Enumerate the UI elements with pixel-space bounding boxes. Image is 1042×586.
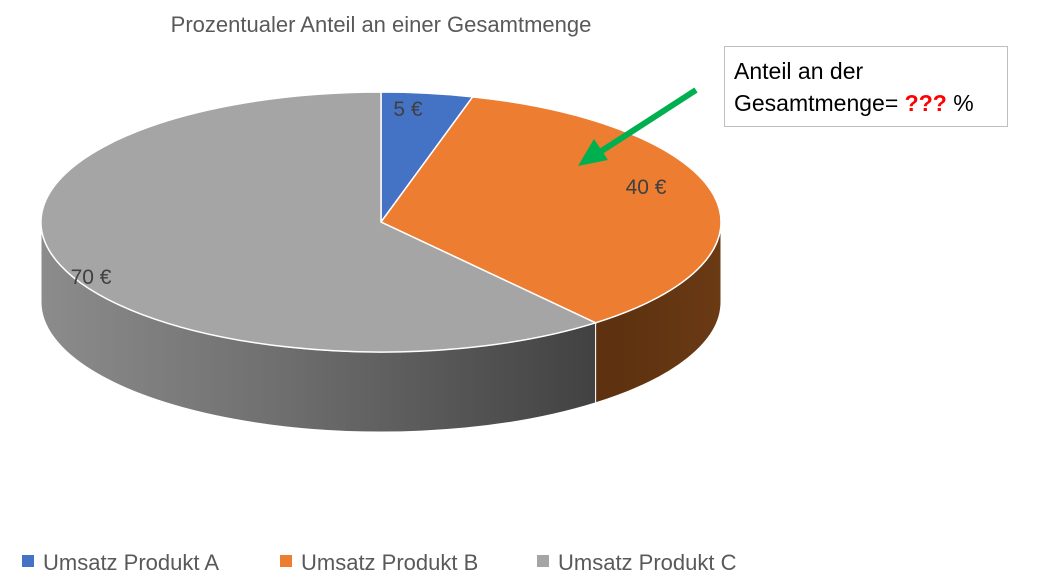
legend-swatch-2 xyxy=(280,555,292,567)
slice-label-1: 5 € xyxy=(393,98,423,121)
legend-swatch-1 xyxy=(22,555,34,567)
slice-label-3: 70 € xyxy=(71,266,112,289)
callout-prefix: Gesamtmenge= xyxy=(734,90,899,116)
callout-arrow xyxy=(578,87,698,166)
callout-line2: Gesamtmenge= ??? % xyxy=(734,87,998,119)
callout-box: Anteil an der Gesamtmenge= ??? % xyxy=(724,46,1008,127)
slice-label-2: 40 € xyxy=(626,176,667,199)
legend-label-1: Umsatz Produkt A xyxy=(43,550,219,575)
legend-label-3: Umsatz Produkt C xyxy=(558,550,737,575)
legend-label-2: Umsatz Produkt B xyxy=(301,550,478,575)
legend: Umsatz Produkt A Umsatz Produkt B Umsatz P… xyxy=(22,550,737,575)
pie-slice-2 xyxy=(379,96,722,324)
callout-line1: Anteil an der xyxy=(734,58,864,84)
arrow-head xyxy=(578,139,608,166)
callout-placeholder: ??? xyxy=(904,90,947,116)
pie-labels: 5 € 40 € 70 € xyxy=(71,98,667,289)
callout-suffix: % xyxy=(953,90,974,116)
chart-title: Prozentualer Anteil an einer Gesamtmenge xyxy=(171,12,592,37)
pie-slice-3 xyxy=(40,91,598,353)
arrow-shaft xyxy=(598,87,698,155)
pie-tops xyxy=(40,91,722,353)
legend-swatch-3 xyxy=(537,555,549,567)
